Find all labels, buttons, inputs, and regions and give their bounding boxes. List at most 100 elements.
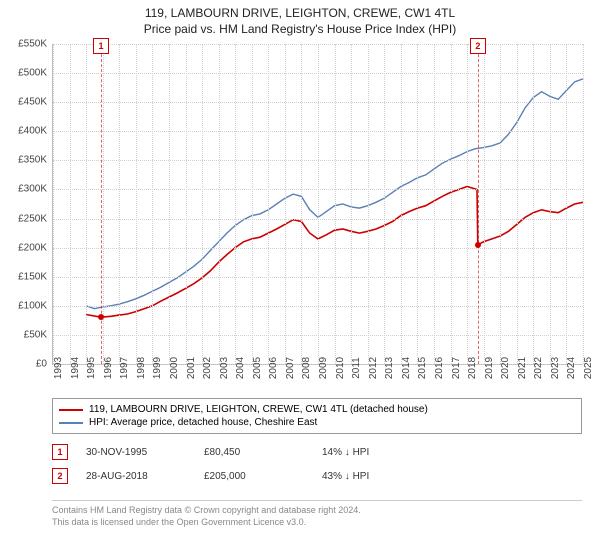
y-axis-label: £550K (18, 39, 47, 50)
y-axis-label: £450K (18, 97, 47, 108)
gridline-v (235, 44, 236, 364)
x-axis-label: 2018 (467, 357, 478, 379)
x-axis-label: 1999 (152, 357, 163, 379)
event-date-1: 30-NOV-1995 (86, 447, 186, 458)
chart-plot-area: £0£50K£100K£150K£200K£250K£300K£350K£400… (52, 44, 583, 365)
event-marker-1: 1 (52, 444, 68, 460)
x-axis-label: 2006 (268, 357, 279, 379)
y-axis-label: £150K (18, 271, 47, 282)
x-axis-label: 2024 (566, 357, 577, 379)
chart-container: 119, LAMBOURN DRIVE, LEIGHTON, CREWE, CW… (0, 0, 600, 560)
gridline-v (434, 44, 435, 364)
x-axis-label: 1998 (136, 357, 147, 379)
x-axis-label: 2025 (583, 357, 594, 379)
x-axis-label: 2020 (500, 357, 511, 379)
y-axis-label: £500K (18, 68, 47, 79)
x-axis-label: 2019 (484, 357, 495, 379)
gridline-v (86, 44, 87, 364)
gridline-v (351, 44, 352, 364)
x-axis-label: 2007 (285, 357, 296, 379)
gridline-v (566, 44, 567, 364)
gridline-v (202, 44, 203, 364)
footer-line2: This data is licensed under the Open Gov… (52, 517, 582, 529)
y-axis-label: £300K (18, 184, 47, 195)
x-axis-label: 2005 (252, 357, 263, 379)
events-table: 1 30-NOV-1995 £80,450 14% ↓ HPI 2 28-AUG… (52, 440, 582, 488)
legend-label-property: 119, LAMBOURN DRIVE, LEIGHTON, CREWE, CW… (89, 404, 428, 415)
gridline-v (583, 44, 584, 364)
event-vline (478, 44, 479, 364)
x-axis-label: 2023 (550, 357, 561, 379)
footer-line1: Contains HM Land Registry data © Crown c… (52, 505, 582, 517)
event-marker-2: 2 (52, 468, 68, 484)
gridline-v (335, 44, 336, 364)
gridline-v (219, 44, 220, 364)
y-axis-label: £0 (36, 359, 47, 370)
y-axis-label: £250K (18, 213, 47, 224)
x-axis-label: 2021 (517, 357, 528, 379)
event-delta-1: 14% ↓ HPI (322, 447, 422, 458)
event-price-1: £80,450 (204, 447, 304, 458)
y-axis-label: £100K (18, 300, 47, 311)
gridline-v (368, 44, 369, 364)
gridline-v (500, 44, 501, 364)
x-axis-label: 2013 (384, 357, 395, 379)
gridline-v (384, 44, 385, 364)
x-axis-label: 2001 (186, 357, 197, 379)
gridline-v (252, 44, 253, 364)
x-axis-label: 2014 (401, 357, 412, 379)
gridline-v (401, 44, 402, 364)
event-marker-box: 1 (93, 38, 109, 54)
x-axis-label: 2009 (318, 357, 329, 379)
x-axis-label: 2000 (169, 357, 180, 379)
gridline-v (318, 44, 319, 364)
gridline-v (53, 44, 54, 364)
event-date-2: 28-AUG-2018 (86, 471, 186, 482)
legend: 119, LAMBOURN DRIVE, LEIGHTON, CREWE, CW… (52, 398, 582, 434)
y-axis-label: £200K (18, 242, 47, 253)
x-axis-label: 1997 (119, 357, 130, 379)
gridline-v (550, 44, 551, 364)
gridline-v (285, 44, 286, 364)
event-delta-2: 43% ↓ HPI (322, 471, 422, 482)
gridline-v (533, 44, 534, 364)
footer: Contains HM Land Registry data © Crown c… (52, 500, 582, 528)
title-subtitle: Price paid vs. HM Land Registry's House … (0, 22, 600, 36)
gridline-v (467, 44, 468, 364)
gridline-v (484, 44, 485, 364)
legend-label-hpi: HPI: Average price, detached house, Ches… (89, 417, 317, 428)
x-axis-label: 2008 (301, 357, 312, 379)
x-axis-label: 2017 (451, 357, 462, 379)
gridline-v (152, 44, 153, 364)
x-axis-label: 2015 (417, 357, 428, 379)
x-axis-label: 2002 (202, 357, 213, 379)
gridline-v (301, 44, 302, 364)
x-axis-label: 2016 (434, 357, 445, 379)
y-axis-label: £50K (24, 329, 47, 340)
event-row-1: 1 30-NOV-1995 £80,450 14% ↓ HPI (52, 440, 582, 464)
y-axis-label: £350K (18, 155, 47, 166)
event-row-2: 2 28-AUG-2018 £205,000 43% ↓ HPI (52, 464, 582, 488)
x-axis-label: 2022 (533, 357, 544, 379)
gridline-v (169, 44, 170, 364)
gridline-v (268, 44, 269, 364)
gridline-v (451, 44, 452, 364)
title-block: 119, LAMBOURN DRIVE, LEIGHTON, CREWE, CW… (0, 0, 600, 36)
gridline-v (186, 44, 187, 364)
event-dot (475, 242, 481, 248)
x-axis-label: 1994 (70, 357, 81, 379)
x-axis-label: 1996 (103, 357, 114, 379)
x-axis-label: 2010 (335, 357, 346, 379)
gridline-v (517, 44, 518, 364)
x-axis-label: 1993 (53, 357, 64, 379)
legend-row-property: 119, LAMBOURN DRIVE, LEIGHTON, CREWE, CW… (59, 403, 575, 416)
legend-row-hpi: HPI: Average price, detached house, Ches… (59, 416, 575, 429)
title-address: 119, LAMBOURN DRIVE, LEIGHTON, CREWE, CW… (0, 6, 600, 20)
x-axis-label: 1995 (86, 357, 97, 379)
y-axis-label: £400K (18, 126, 47, 137)
gridline-v (70, 44, 71, 364)
event-marker-box: 2 (470, 38, 486, 54)
legend-swatch-hpi (59, 422, 83, 424)
x-axis-label: 2004 (235, 357, 246, 379)
legend-swatch-property (59, 409, 83, 411)
